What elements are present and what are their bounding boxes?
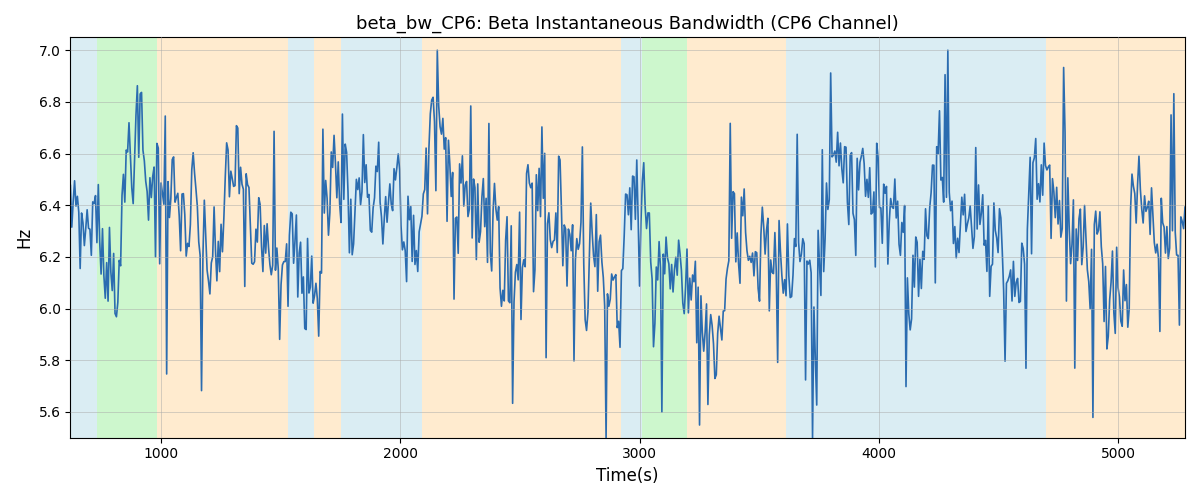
Bar	[876, 38, 989, 438]
Bar	[620, 38, 642, 438]
Bar	[642, 38, 688, 438]
Bar	[1046, 38, 1186, 438]
Bar	[989, 38, 1046, 438]
Y-axis label: Hz: Hz	[14, 227, 32, 248]
Bar	[731, 38, 786, 438]
Title: beta_bw_CP6: Beta Instantaneous Bandwidth (CP6 Channel): beta_bw_CP6: Beta Instantaneous Bandwidt…	[356, 15, 899, 34]
Bar	[786, 38, 876, 438]
Bar	[197, 38, 288, 438]
Bar	[341, 38, 422, 438]
Bar	[456, 38, 620, 438]
X-axis label: Time(s): Time(s)	[596, 467, 659, 485]
Bar	[688, 38, 731, 438]
Bar	[156, 38, 197, 438]
Bar	[422, 38, 456, 438]
Bar	[71, 38, 97, 438]
Bar	[314, 38, 341, 438]
Bar	[288, 38, 314, 438]
Bar	[97, 38, 156, 438]
